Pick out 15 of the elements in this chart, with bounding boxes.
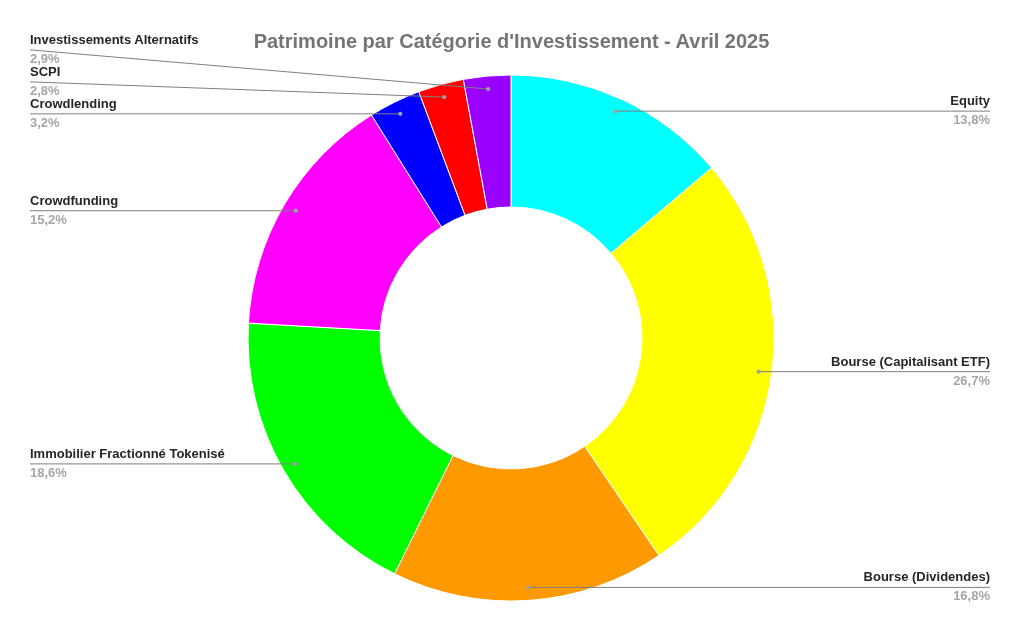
slice-label: Bourse (Capitalisant ETF) [831, 353, 990, 369]
chart-title: Patrimoine par Catégorie d'Investissement - Avril 2025 [253, 30, 770, 52]
slice-label: Investissements Alternatifs [30, 31, 199, 47]
data-label: 13,8% [953, 112, 991, 128]
data-label: 2,9% [30, 50, 61, 66]
data-label: 3,2% [30, 114, 61, 130]
data-label: 2,8% [30, 82, 61, 98]
data-label: 15,2% [30, 211, 68, 227]
slice-label: Equity [950, 93, 991, 109]
data-label: 18,6% [30, 464, 68, 480]
data-label: 16,8% [953, 588, 991, 604]
slice-label: Immobilier Fractionné Tokenisé [30, 445, 225, 461]
slice-label: Bourse (Dividendes) [863, 569, 990, 585]
data-label: 26,7% [953, 372, 991, 388]
slice-label: Crowdfunding [30, 192, 119, 208]
